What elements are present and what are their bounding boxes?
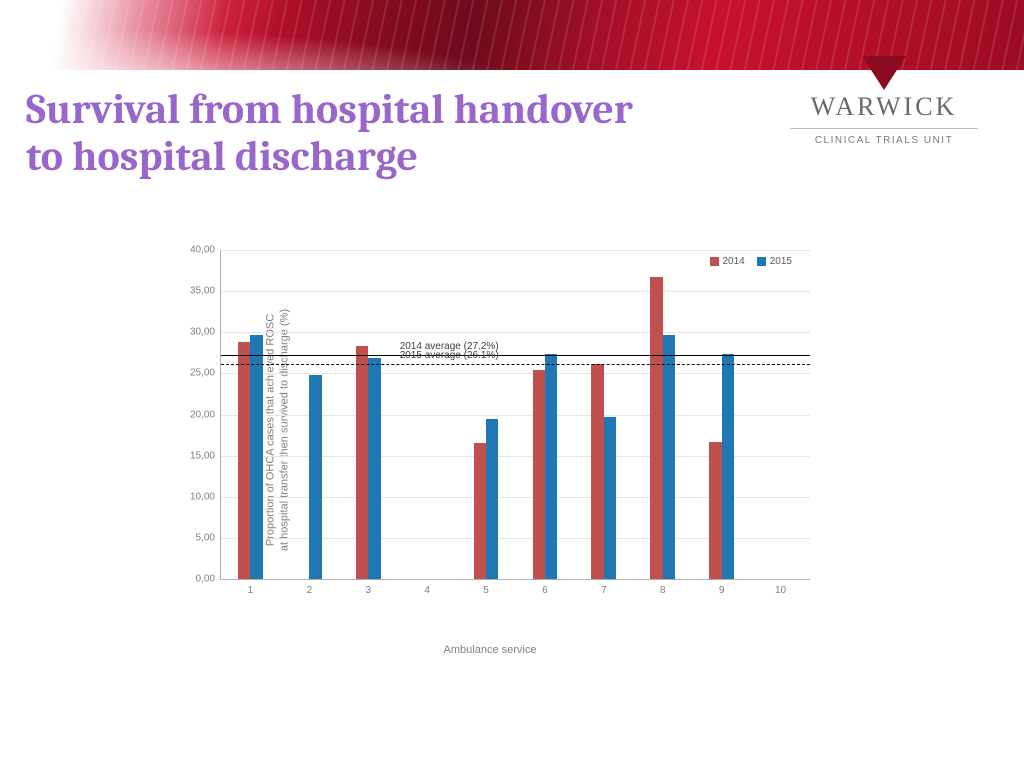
legend-swatch-icon	[757, 257, 766, 266]
bar-2015-1	[250, 335, 262, 579]
y-tick-label: 15,00	[190, 450, 221, 461]
x-tick-label: 3	[365, 579, 371, 596]
slide-title: Survival from hospital handover to hospi…	[26, 86, 633, 180]
x-tick-label: 10	[775, 579, 786, 596]
x-tick-label: 4	[424, 579, 430, 596]
logo-divider	[790, 128, 978, 129]
x-axis-label: Ambulance service	[170, 644, 810, 656]
x-tick-label: 6	[542, 579, 548, 596]
y-tick-label: 5,00	[196, 532, 221, 543]
x-tick-label: 1	[248, 579, 254, 596]
y-tick-label: 10,00	[190, 491, 221, 502]
plot-area: 20142015 0,005,0010,0015,0020,0025,0030,…	[220, 250, 810, 580]
chart-legend: 2014 2015	[710, 256, 793, 267]
legend-item-2014: 2014	[710, 256, 745, 267]
bar-2015-5	[486, 419, 498, 579]
bar-2014-1	[238, 342, 250, 579]
y-tick-label: 25,00	[190, 368, 221, 379]
x-tick-label: 9	[719, 579, 725, 596]
x-tick-label: 5	[483, 579, 489, 596]
logo-triangle-icon	[862, 56, 906, 90]
gridline	[221, 332, 810, 333]
bar-2015-2	[309, 375, 321, 579]
average-line	[221, 364, 810, 365]
x-tick-label: 8	[660, 579, 666, 596]
warwick-logo: WARWICK CLINICAL TRIALS UNIT	[784, 56, 984, 146]
y-tick-label: 20,00	[190, 409, 221, 420]
bar-2014-8	[650, 277, 662, 579]
gridline	[221, 250, 810, 251]
legend-label: 2014	[723, 256, 745, 267]
bar-2014-6	[533, 370, 545, 579]
bar-2014-9	[709, 442, 721, 579]
bar-2015-3	[368, 358, 380, 579]
x-tick-label: 2	[307, 579, 313, 596]
gridline	[221, 291, 810, 292]
average-label: 2015 average (26.1%)	[398, 350, 501, 361]
bar-2014-7	[591, 364, 603, 579]
survival-chart: Proportion of OHCA cases that achieved R…	[170, 250, 810, 610]
y-tick-label: 0,00	[196, 574, 221, 585]
bar-2014-5	[474, 443, 486, 579]
y-tick-label: 40,00	[190, 245, 221, 256]
x-tick-label: 7	[601, 579, 607, 596]
legend-swatch-icon	[710, 257, 719, 266]
y-tick-label: 30,00	[190, 327, 221, 338]
legend-item-2015: 2015	[757, 256, 792, 267]
bar-2015-9	[722, 354, 734, 579]
logo-wordmark: WARWICK	[784, 92, 984, 122]
average-line	[221, 355, 810, 356]
bar-2015-7	[604, 417, 616, 579]
bar-2014-3	[356, 346, 368, 579]
y-tick-label: 35,00	[190, 286, 221, 297]
bar-2015-8	[663, 335, 675, 579]
bar-2015-6	[545, 354, 557, 579]
legend-label: 2015	[770, 256, 792, 267]
logo-subtitle: CLINICAL TRIALS UNIT	[784, 135, 984, 146]
